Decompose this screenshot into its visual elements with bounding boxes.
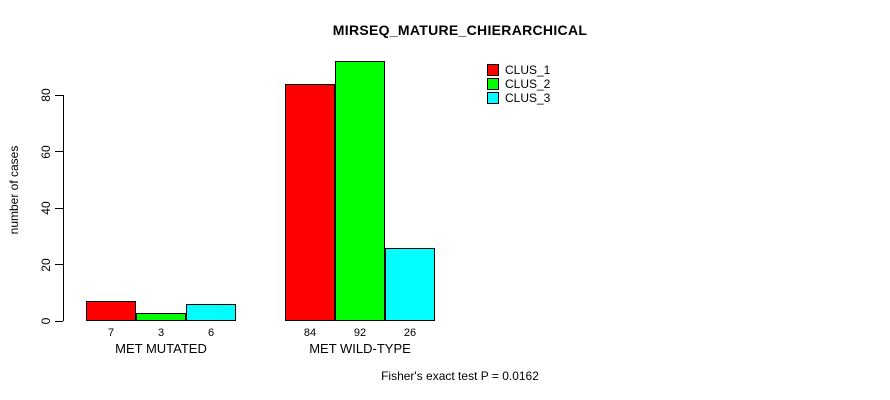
chart-title: MIRSEQ_MATURE_CHIERARCHICAL bbox=[332, 22, 588, 38]
bar-clus_2-mutated bbox=[136, 312, 186, 321]
legend-label: CLUS_3 bbox=[505, 91, 551, 105]
group-label-met-mutated: MET MUTATED bbox=[115, 341, 207, 356]
bar-clus_3-wildtype bbox=[385, 247, 435, 321]
bar-value-label: 26 bbox=[403, 327, 417, 339]
bar-clus_1-wildtype bbox=[285, 83, 335, 321]
y-axis-tick bbox=[55, 207, 63, 209]
legend: CLUS_1 CLUS_2 CLUS_3 bbox=[487, 63, 550, 105]
legend-label: CLUS_1 bbox=[505, 63, 551, 77]
y-axis-tick-label: 80 bbox=[39, 88, 53, 102]
group-label-met-wild-type: MET WILD-TYPE bbox=[309, 341, 411, 356]
y-axis-tick bbox=[55, 151, 63, 152]
legend-swatch-clus_2 bbox=[487, 78, 499, 90]
legend-item-clus_1: CLUS_1 bbox=[487, 63, 550, 77]
legend-item-clus_3: CLUS_3 bbox=[487, 91, 550, 105]
bar-value-label: 7 bbox=[107, 327, 115, 339]
bar-clus_3-mutated bbox=[186, 304, 236, 321]
y-axis-tick-label: 20 bbox=[39, 257, 53, 272]
legend-swatch-clus_1 bbox=[487, 64, 499, 76]
y-axis-title: number of cases bbox=[7, 145, 21, 235]
bar-value-label: 6 bbox=[207, 327, 215, 339]
bar-value-label: 3 bbox=[157, 327, 165, 339]
y-axis-tick bbox=[55, 94, 63, 96]
bar-clus_2-wildtype bbox=[335, 61, 385, 321]
bar-value-label: 84 bbox=[303, 327, 317, 339]
legend-label: CLUS_2 bbox=[505, 77, 551, 91]
y-axis-tick-label: 40 bbox=[39, 201, 53, 215]
legend-item-clus_2: CLUS_2 bbox=[487, 77, 550, 91]
bar-value-label: 92 bbox=[353, 327, 367, 339]
bar-clus_1-mutated bbox=[86, 301, 136, 321]
y-axis-tick bbox=[55, 264, 63, 265]
legend-swatch-clus_3 bbox=[487, 92, 499, 104]
y-axis-tick-label: 60 bbox=[39, 144, 53, 159]
y-axis-tick-label: 0 bbox=[39, 317, 53, 325]
annotation-fisher-test: Fisher's exact test P = 0.0162 bbox=[381, 369, 539, 383]
y-axis-line bbox=[63, 95, 64, 321]
y-axis-tick bbox=[55, 320, 63, 322]
